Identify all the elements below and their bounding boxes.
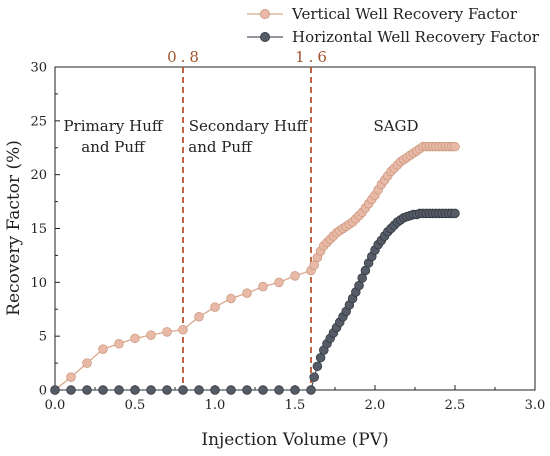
region-sagd: SAGD bbox=[373, 117, 418, 135]
data-point-horizontal bbox=[274, 385, 284, 395]
x-tick-label: 2.5 bbox=[445, 398, 466, 413]
y-tick-label: 15 bbox=[30, 222, 47, 237]
legend-label-horizontal: Horizontal Well Recovery Factor bbox=[292, 28, 540, 46]
y-axis-ticks: 0 5 10 15 20 25 30 bbox=[30, 61, 60, 399]
data-point-vertical bbox=[162, 327, 172, 337]
data-point-horizontal bbox=[178, 385, 188, 395]
data-point-horizontal bbox=[98, 385, 108, 395]
data-point-horizontal bbox=[242, 385, 252, 395]
data-point-vertical bbox=[242, 288, 252, 298]
data-point-horizontal bbox=[130, 385, 140, 395]
region-secondary-line-2: and Puff bbox=[188, 138, 253, 156]
y-tick-label: 0 bbox=[39, 384, 47, 399]
data-point-vertical bbox=[178, 324, 188, 335]
data-point-vertical bbox=[450, 141, 460, 152]
data-point-horizontal bbox=[162, 385, 172, 395]
data-point-horizontal bbox=[306, 385, 316, 395]
y-axis-label: Recovery Factor (%) bbox=[4, 140, 24, 316]
data-point-vertical bbox=[194, 312, 204, 322]
separator-label-2: 1.6 bbox=[295, 48, 331, 66]
data-point-vertical bbox=[274, 277, 284, 288]
data-point-vertical bbox=[98, 344, 108, 354]
x-tick-label: 0.0 bbox=[45, 398, 66, 413]
y-tick-label: 25 bbox=[30, 114, 47, 129]
x-tick-label: 0.5 bbox=[125, 398, 146, 413]
series-line-vertical bbox=[54, 146, 455, 391]
separator-label-1: 0.8 bbox=[167, 48, 203, 66]
legend-label-vertical: Vertical Well Recovery Factor bbox=[291, 5, 518, 23]
y-tick-label: 20 bbox=[30, 168, 47, 183]
series-line-horizontal bbox=[55, 212, 455, 391]
x-axis-ticks: 0.0 0.5 1.0 1.5 2.0 2.5 3.0 bbox=[45, 385, 546, 413]
separator-2: 1.6 bbox=[295, 48, 331, 390]
series-horizontal bbox=[50, 208, 460, 395]
region-sagd-line-1: SAGD bbox=[373, 117, 418, 135]
data-point-horizontal bbox=[258, 385, 268, 395]
legend-item-horizontal: Horizontal Well Recovery Factor bbox=[247, 28, 540, 46]
x-axis-label: Injection Volume (PV) bbox=[201, 430, 388, 450]
region-primary-line-1: Primary Huff bbox=[63, 117, 163, 135]
y-tick-label: 10 bbox=[30, 276, 47, 291]
region-secondary-line-1: Secondary Huff bbox=[189, 117, 309, 135]
data-point-vertical bbox=[210, 302, 220, 312]
region-secondary: Secondary Huff and Puff bbox=[188, 117, 308, 156]
data-point-horizontal bbox=[312, 361, 323, 372]
data-point-horizontal bbox=[146, 385, 156, 395]
data-point-horizontal bbox=[226, 385, 236, 395]
legend: Vertical Well Recovery Factor Horizontal… bbox=[247, 5, 540, 46]
series-vertical bbox=[50, 141, 460, 395]
data-point-horizontal bbox=[309, 372, 319, 382]
region-primary: Primary Huff and Puff bbox=[63, 117, 163, 156]
data-point-horizontal bbox=[50, 385, 60, 395]
data-point-vertical bbox=[146, 330, 156, 340]
x-tick-label: 1.5 bbox=[285, 398, 306, 413]
y-tick-label: 5 bbox=[39, 330, 47, 345]
x-tick-label: 3.0 bbox=[525, 398, 546, 413]
data-point-horizontal bbox=[450, 208, 460, 219]
legend-marker-horizontal bbox=[259, 32, 270, 43]
x-tick-label: 2.0 bbox=[365, 398, 386, 413]
x-tick-label: 1.0 bbox=[205, 398, 226, 413]
data-point-vertical bbox=[66, 372, 76, 382]
legend-item-vertical: Vertical Well Recovery Factor bbox=[247, 5, 518, 23]
data-point-vertical bbox=[114, 338, 124, 349]
data-point-vertical bbox=[290, 271, 300, 281]
data-point-horizontal bbox=[66, 385, 76, 395]
data-point-horizontal bbox=[82, 385, 92, 395]
data-point-horizontal bbox=[290, 385, 300, 395]
legend-marker-vertical bbox=[259, 8, 270, 19]
y-tick-label: 30 bbox=[30, 61, 47, 76]
data-point-horizontal bbox=[194, 385, 204, 395]
region-primary-line-2: and Puff bbox=[81, 138, 146, 156]
data-point-vertical bbox=[82, 358, 92, 368]
data-point-horizontal bbox=[210, 385, 220, 395]
series-layer bbox=[50, 141, 460, 395]
data-point-vertical bbox=[226, 293, 236, 304]
data-point-vertical bbox=[130, 333, 140, 344]
separator-1: 0.8 bbox=[167, 48, 203, 390]
data-point-horizontal bbox=[114, 385, 124, 395]
data-point-vertical bbox=[258, 281, 268, 292]
